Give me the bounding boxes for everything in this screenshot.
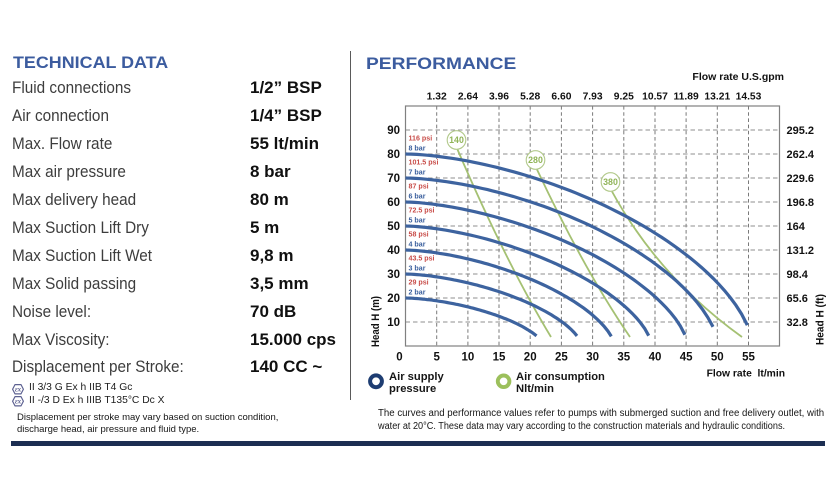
svg-text:5 bar: 5 bar: [409, 217, 426, 225]
svg-text:10.57: 10.57: [642, 92, 668, 103]
svg-text:2.64: 2.64: [458, 92, 478, 103]
svg-text:60: 60: [387, 197, 400, 209]
svg-text:εx: εx: [15, 398, 22, 406]
svg-text:29 psi: 29 psi: [409, 279, 429, 287]
svg-text:280: 280: [528, 155, 543, 165]
svg-text:20: 20: [524, 351, 537, 363]
svg-text:7 bar: 7 bar: [409, 169, 426, 177]
svg-text:50: 50: [711, 351, 724, 363]
svg-text:14.53: 14.53: [736, 92, 762, 103]
svg-text:229.6: 229.6: [787, 173, 815, 185]
svg-text:131.2: 131.2: [787, 245, 815, 257]
svg-text:6.60: 6.60: [551, 92, 571, 103]
svg-text:7.93: 7.93: [583, 92, 603, 103]
svg-text:9.25: 9.25: [614, 92, 634, 103]
svg-text:3.96: 3.96: [489, 92, 509, 103]
svg-text:116 psi: 116 psi: [409, 135, 433, 143]
svg-text:Head H (m): Head H (m): [370, 296, 382, 347]
svg-text:87 psi: 87 psi: [409, 183, 429, 191]
svg-text:90: 90: [387, 125, 400, 137]
svg-text:11.89: 11.89: [673, 92, 698, 103]
svg-text:1.32: 1.32: [427, 92, 447, 103]
svg-text:15: 15: [493, 351, 506, 363]
svg-text:43.5 psi: 43.5 psi: [409, 255, 435, 263]
svg-text:εx: εx: [15, 386, 22, 394]
svg-text:10: 10: [387, 317, 400, 329]
svg-text:30: 30: [387, 269, 400, 281]
svg-text:20: 20: [387, 293, 400, 305]
svg-text:Head H (ft): Head H (ft): [815, 294, 827, 345]
svg-text:35: 35: [617, 351, 630, 363]
svg-text:8 bar: 8 bar: [409, 145, 426, 153]
svg-text:164: 164: [787, 221, 806, 233]
svg-text:40: 40: [649, 351, 662, 363]
svg-text:13.21: 13.21: [704, 92, 730, 103]
svg-text:101.5 psi: 101.5 psi: [409, 159, 439, 167]
svg-text:Flow rate lt/min: Flow rate lt/min: [707, 368, 785, 379]
svg-text:3 bar: 3 bar: [409, 265, 426, 273]
svg-text:10: 10: [462, 351, 475, 363]
svg-text:45: 45: [680, 351, 693, 363]
svg-text:40: 40: [387, 245, 400, 257]
svg-text:196.8: 196.8: [787, 197, 815, 209]
svg-text:6 bar: 6 bar: [409, 193, 426, 201]
svg-text:Flow rate U.S.gpm: Flow rate U.S.gpm: [692, 71, 784, 83]
svg-text:380: 380: [603, 177, 618, 187]
svg-text:0: 0: [396, 351, 402, 363]
svg-text:55: 55: [742, 351, 755, 363]
svg-text:72.5 psi: 72.5 psi: [409, 207, 435, 215]
svg-text:98.4: 98.4: [787, 269, 809, 281]
svg-text:65.6: 65.6: [787, 293, 808, 305]
svg-text:80: 80: [387, 149, 400, 161]
svg-text:58 psi: 58 psi: [409, 231, 429, 239]
svg-text:70: 70: [387, 173, 400, 185]
svg-text:4 bar: 4 bar: [409, 241, 426, 249]
svg-text:5: 5: [433, 351, 440, 363]
svg-text:50: 50: [387, 221, 400, 233]
svg-text:5.28: 5.28: [520, 92, 540, 103]
svg-text:25: 25: [555, 351, 568, 363]
svg-text:2 bar: 2 bar: [409, 289, 426, 297]
svg-text:32.8: 32.8: [787, 317, 808, 329]
svg-text:262.4: 262.4: [787, 149, 815, 161]
svg-text:295.2: 295.2: [787, 125, 815, 137]
svg-text:30: 30: [586, 351, 599, 363]
svg-text:140: 140: [449, 135, 464, 145]
